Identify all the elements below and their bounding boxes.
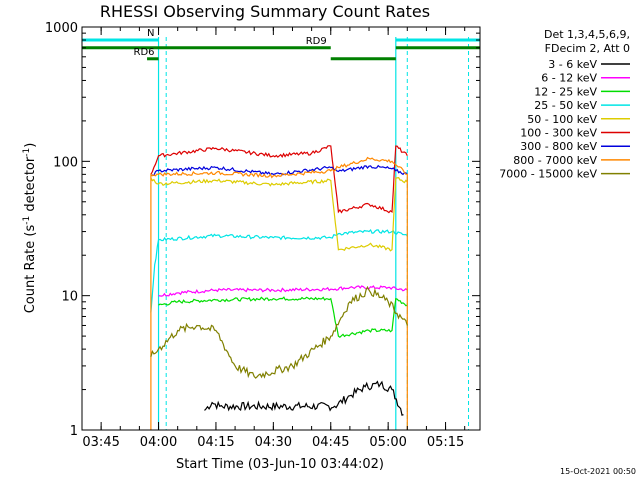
series-line-9 (150, 285, 408, 379)
x-tick-label: 04:00 (140, 435, 177, 450)
legend-label: 12 - 25 keV (534, 85, 597, 98)
timestamp: 15-Oct-2021 00:50 (560, 467, 636, 476)
series-line-6 (150, 145, 408, 214)
y-axis-title-mid: detector (23, 156, 38, 216)
y-axis-title: Count Rate (s-1 detector-1) (22, 143, 38, 314)
series-layer (150, 145, 408, 430)
y-axis-title-end: ) (23, 143, 38, 148)
x-tick-label: 03:45 (82, 435, 119, 450)
x-tick-label: 05:00 (369, 435, 406, 450)
y-axis-title-exp-1: -1 (22, 216, 32, 225)
legend-label: 100 - 300 keV (520, 127, 597, 140)
y-axis-title-main: Count Rate (s (23, 225, 38, 314)
legend-label: 7000 - 15000 keV (499, 168, 597, 181)
legend-label: 50 - 100 keV (527, 113, 597, 126)
series-line-3 (158, 296, 408, 338)
series-line-7 (150, 164, 408, 177)
x-tick-label: 04:45 (312, 435, 349, 450)
series-line-1 (204, 380, 404, 416)
y-axis-title-exp-2: -1 (22, 148, 32, 157)
series-line-8 (150, 156, 408, 430)
x-tick-label: 04:30 (255, 435, 292, 450)
x-tick-label: 04:15 (197, 435, 234, 450)
y-tick-label: 10 (61, 290, 78, 305)
legend-header: FDecim 2, Att 0 (545, 42, 630, 55)
series-line-5 (150, 177, 408, 252)
legend: Det 1,3,4,5,6,9,FDecim 2, Att 0 3 - 6 keV… (499, 28, 630, 181)
chart-title: RHESSI Observing Summary Count Rates (100, 2, 430, 21)
x-tick-label: 05:15 (427, 435, 464, 450)
flag-label: RD9 (306, 36, 327, 47)
legend-label: 3 - 6 keV (548, 58, 597, 71)
x-axis-title: Start Time (03-Jun-10 03:44:02) (176, 457, 384, 472)
legend-label: 300 - 800 keV (520, 140, 597, 153)
series-line-4 (150, 228, 408, 313)
axis-layer: 03:45 04:00 04:15 04:30 04:45 05:00 05:15 1 10 10… (45, 21, 481, 450)
y-tick-label: 1 (70, 424, 78, 439)
legend-label: 800 - 7000 keV (513, 154, 597, 167)
y-tick-label: 1000 (45, 21, 78, 36)
legend-header: Det 1,3,4,5,6,9, (544, 28, 630, 41)
flag-label: N (147, 28, 154, 39)
y-tick-label: 100 (53, 155, 78, 170)
legend-label: 6 - 12 keV (541, 72, 597, 85)
flag-label: RD6 (134, 47, 155, 58)
plot-frame (81, 26, 481, 431)
legend-label: 25 - 50 keV (534, 99, 597, 112)
